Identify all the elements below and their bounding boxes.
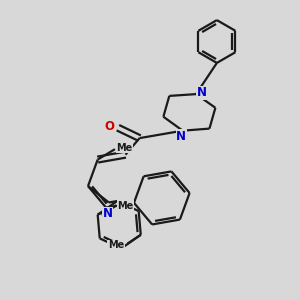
Text: Me: Me xyxy=(117,201,134,211)
Text: Me: Me xyxy=(108,240,124,250)
Text: N: N xyxy=(103,207,112,220)
Text: O: O xyxy=(105,120,115,133)
Text: N: N xyxy=(196,86,206,99)
Text: Me: Me xyxy=(116,143,133,153)
Text: N: N xyxy=(176,130,186,142)
